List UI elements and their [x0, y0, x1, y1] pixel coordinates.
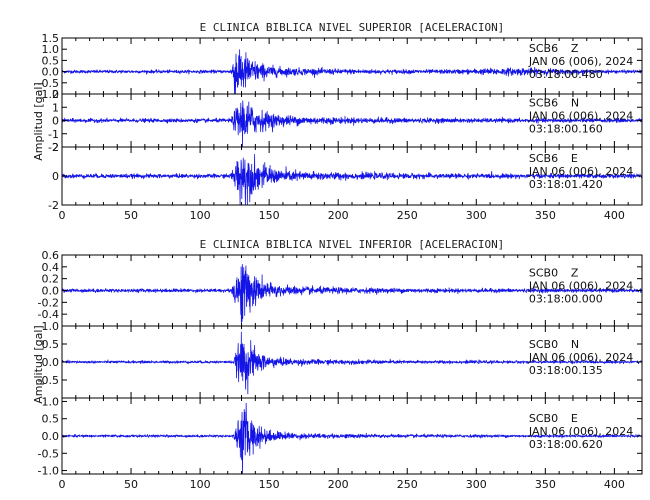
record-time: 03:18:00.160	[529, 123, 603, 136]
station-code: SCB6	[529, 97, 558, 110]
x-tick-label: 300	[466, 209, 487, 222]
y-tick-label: -0.5	[38, 77, 59, 90]
y-tick-label: -0.5	[38, 447, 59, 460]
y-tick-label: -1.0	[38, 88, 59, 101]
record-time: 03:18:00.135	[529, 364, 603, 377]
waveform-trace	[61, 263, 643, 324]
y-tick-label: 1.0	[42, 395, 60, 408]
record-time: 03:18:00.000	[529, 293, 603, 306]
x-tick-label: 400	[604, 478, 625, 491]
record-date: JAN 06 (006), 2024	[528, 425, 633, 438]
x-tick-label: 150	[259, 209, 280, 222]
x-tick-label: 200	[328, 209, 349, 222]
component-code: E	[571, 412, 578, 425]
y-tick-label: 0.5	[42, 54, 60, 67]
waveform-trace	[61, 402, 643, 474]
y-tick-label: 2	[52, 141, 59, 154]
chart-1: E CLINICA BIBLICA NIVEL SUPERIOR [ACELER…	[32, 21, 643, 222]
record-date: JAN 06 (006), 2024	[528, 55, 633, 68]
waveform-trace	[61, 154, 643, 205]
y-tick-label: 0.6	[42, 249, 60, 262]
station-code: SCB6	[529, 152, 558, 165]
x-tick-label: 0	[59, 209, 66, 222]
chart-title: E CLINICA BIBLICA NIVEL SUPERIOR [ACELER…	[200, 21, 505, 34]
record-date: JAN 06 (006), 2024	[528, 165, 633, 178]
x-tick-label: 0	[59, 478, 66, 491]
chart-title: E CLINICA BIBLICA NIVEL INFERIOR [ACELER…	[200, 238, 505, 251]
component-code: Z	[571, 267, 579, 280]
x-tick-label: 250	[397, 209, 418, 222]
record-time: 03:18:01.420	[529, 178, 603, 191]
x-tick-label: 350	[535, 478, 556, 491]
y-tick-label: 0.2	[42, 273, 60, 286]
x-tick-label: 200	[328, 478, 349, 491]
waveform-trace	[61, 100, 643, 147]
y-tick-label: 0.0	[42, 285, 60, 298]
y-tick-label: 0.5	[42, 338, 60, 351]
station-code: SCB0	[529, 338, 558, 351]
y-tick-label: 0	[52, 115, 59, 128]
waveform-trace	[61, 331, 643, 395]
y-tick-label: 1.0	[42, 320, 60, 333]
x-tick-label: 250	[397, 478, 418, 491]
x-tick-label: 100	[190, 209, 211, 222]
y-tick-label: -0.5	[38, 374, 59, 387]
waveform-trace	[61, 49, 643, 94]
record-date: JAN 06 (006), 2024	[528, 110, 633, 123]
y-tick-label: -2	[48, 141, 59, 154]
y-tick-label: 0.4	[42, 261, 60, 274]
record-time: 03:18:00.480	[529, 68, 603, 81]
x-tick-label: 400	[604, 209, 625, 222]
component-code: E	[571, 152, 578, 165]
station-code: SCB6	[529, 42, 558, 55]
y-tick-label: -1.0	[38, 465, 59, 478]
record-time: 03:18:00.620	[529, 438, 603, 451]
x-tick-label: 350	[535, 209, 556, 222]
x-tick-label: 50	[124, 478, 138, 491]
y-axis-label: Amplitud [gal]	[32, 82, 45, 160]
y-tick-label: -0.4	[38, 308, 59, 321]
y-tick-label: 0.0	[42, 66, 60, 79]
y-tick-label: -2	[48, 199, 59, 212]
component-code: N	[571, 97, 579, 110]
chart-2: E CLINICA BIBLICA NIVEL INFERIOR [ACELER…	[32, 238, 643, 491]
y-tick-label: 0.0	[42, 430, 60, 443]
component-code: N	[571, 338, 579, 351]
x-tick-label: 300	[466, 478, 487, 491]
y-axis-label: Amplitud [gal]	[32, 325, 45, 403]
y-tick-label: 0.5	[42, 413, 60, 426]
station-code: SCB0	[529, 267, 558, 280]
y-tick-label: 2	[52, 88, 59, 101]
y-tick-label: -0.2	[38, 296, 59, 309]
x-tick-label: 100	[190, 478, 211, 491]
component-code: Z	[571, 42, 579, 55]
y-tick-label: 1	[52, 101, 59, 114]
y-tick-label: 0.0	[42, 356, 60, 369]
y-tick-label: 1.5	[42, 32, 60, 45]
y-tick-label: 1.0	[42, 43, 60, 56]
x-tick-label: 150	[259, 478, 280, 491]
station-code: SCB0	[529, 412, 558, 425]
y-tick-label: -1	[48, 128, 59, 141]
record-date: JAN 06 (006), 2024	[528, 280, 633, 293]
record-date: JAN 06 (006), 2024	[528, 351, 633, 364]
y-tick-label: 0	[52, 170, 59, 183]
x-tick-label: 50	[124, 209, 138, 222]
